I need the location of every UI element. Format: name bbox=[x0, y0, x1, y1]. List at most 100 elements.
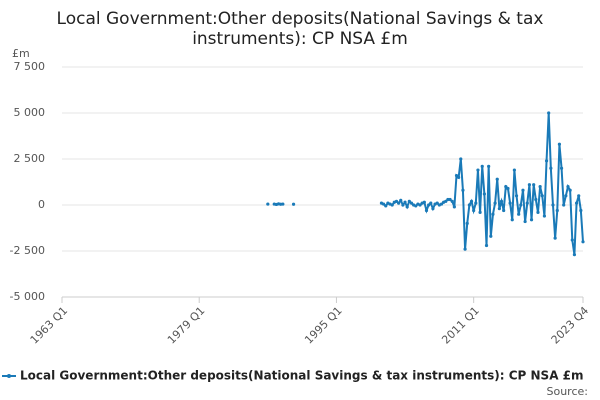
data-point bbox=[480, 164, 484, 168]
data-point bbox=[405, 205, 409, 209]
data-point bbox=[536, 210, 540, 214]
data-point bbox=[394, 199, 399, 203]
y-tick-label: -2 500 bbox=[10, 244, 45, 257]
data-point bbox=[555, 208, 559, 213]
data-point bbox=[508, 201, 512, 205]
data-point bbox=[495, 177, 499, 181]
legend-label: Local Government:Other deposits(National… bbox=[20, 369, 584, 383]
data-point bbox=[422, 200, 426, 204]
data-point bbox=[448, 197, 452, 202]
data-point bbox=[581, 240, 585, 244]
data-point bbox=[452, 205, 456, 209]
data-point bbox=[577, 194, 581, 198]
data-point bbox=[429, 201, 433, 205]
data-point bbox=[544, 159, 549, 163]
x-tick-label: 2023 Q4 bbox=[549, 304, 592, 347]
data-point bbox=[512, 168, 516, 172]
data-point bbox=[527, 183, 531, 187]
x-tick-label: 1979 Q1 bbox=[165, 304, 208, 347]
data-point bbox=[564, 194, 568, 198]
data-point bbox=[435, 201, 439, 205]
data-point bbox=[454, 173, 459, 178]
data-point bbox=[489, 234, 493, 238]
data-point bbox=[551, 203, 555, 207]
data-point bbox=[579, 208, 583, 213]
data-point bbox=[431, 207, 435, 211]
data-point bbox=[399, 198, 403, 202]
data-point bbox=[521, 188, 525, 192]
x-tick-label: 2011 Q1 bbox=[439, 304, 482, 347]
data-point bbox=[407, 199, 411, 203]
data-point bbox=[472, 208, 476, 213]
data-point bbox=[532, 183, 536, 187]
data-point bbox=[510, 218, 514, 222]
data-point bbox=[529, 218, 534, 222]
data-point bbox=[497, 207, 501, 211]
data-point bbox=[281, 202, 285, 206]
data-point bbox=[568, 188, 572, 192]
data-point bbox=[549, 166, 553, 170]
data-point bbox=[424, 208, 429, 213]
data-point bbox=[547, 111, 551, 115]
data-point bbox=[482, 192, 486, 196]
data-point bbox=[409, 201, 414, 205]
data-point bbox=[562, 203, 566, 207]
data-point bbox=[403, 200, 407, 204]
data-point bbox=[493, 201, 497, 205]
y-tick-label: 5 000 bbox=[14, 106, 46, 119]
data-point bbox=[487, 164, 491, 168]
data-point bbox=[444, 199, 448, 203]
data-point bbox=[542, 214, 547, 218]
data-point bbox=[476, 168, 480, 172]
data-point bbox=[414, 204, 418, 208]
source: Source: bbox=[547, 385, 589, 398]
data-point bbox=[474, 201, 478, 205]
series-line bbox=[274, 112, 584, 255]
data-point bbox=[465, 221, 469, 225]
x-tick-label: 1995 Q1 bbox=[302, 304, 345, 347]
data-point bbox=[382, 202, 386, 206]
data-point bbox=[506, 186, 510, 191]
data-point bbox=[525, 201, 529, 205]
data-point bbox=[559, 166, 564, 170]
data-point bbox=[418, 203, 422, 207]
data-point bbox=[514, 194, 519, 198]
data-point bbox=[553, 236, 557, 240]
y-unit: £m bbox=[12, 47, 30, 60]
data-point bbox=[491, 212, 495, 216]
data-point bbox=[519, 203, 523, 207]
data-point bbox=[384, 204, 388, 208]
chart-title: Local Government:Other deposits(National… bbox=[57, 9, 544, 29]
data-point bbox=[572, 253, 577, 257]
data-point bbox=[397, 201, 401, 205]
data-point bbox=[469, 199, 474, 203]
data-point bbox=[504, 185, 508, 189]
data-point bbox=[523, 219, 527, 224]
data-point bbox=[459, 157, 463, 161]
data-point bbox=[484, 243, 489, 248]
chart-title-line2: instruments): CP NSA £m bbox=[192, 29, 408, 49]
data-point bbox=[540, 194, 544, 198]
data-point bbox=[574, 201, 579, 205]
data-point bbox=[502, 208, 506, 213]
y-tick-label: 7 500 bbox=[14, 60, 46, 73]
data-point bbox=[291, 202, 296, 206]
data-point bbox=[266, 202, 270, 206]
data-point bbox=[517, 212, 521, 216]
data-point bbox=[463, 247, 467, 251]
data-point bbox=[390, 203, 394, 207]
data-point bbox=[499, 199, 504, 203]
data-point bbox=[450, 199, 454, 203]
data-point bbox=[570, 238, 574, 242]
legend-marker bbox=[7, 374, 11, 378]
data-point bbox=[427, 203, 431, 207]
data-point bbox=[401, 203, 405, 207]
data-point bbox=[538, 185, 542, 189]
data-point bbox=[534, 197, 538, 202]
data-point bbox=[478, 210, 482, 214]
y-tick-label: 0 bbox=[38, 198, 45, 211]
y-tick-label: 2 500 bbox=[14, 152, 46, 165]
data-point bbox=[467, 203, 471, 207]
data-point bbox=[557, 142, 562, 146]
